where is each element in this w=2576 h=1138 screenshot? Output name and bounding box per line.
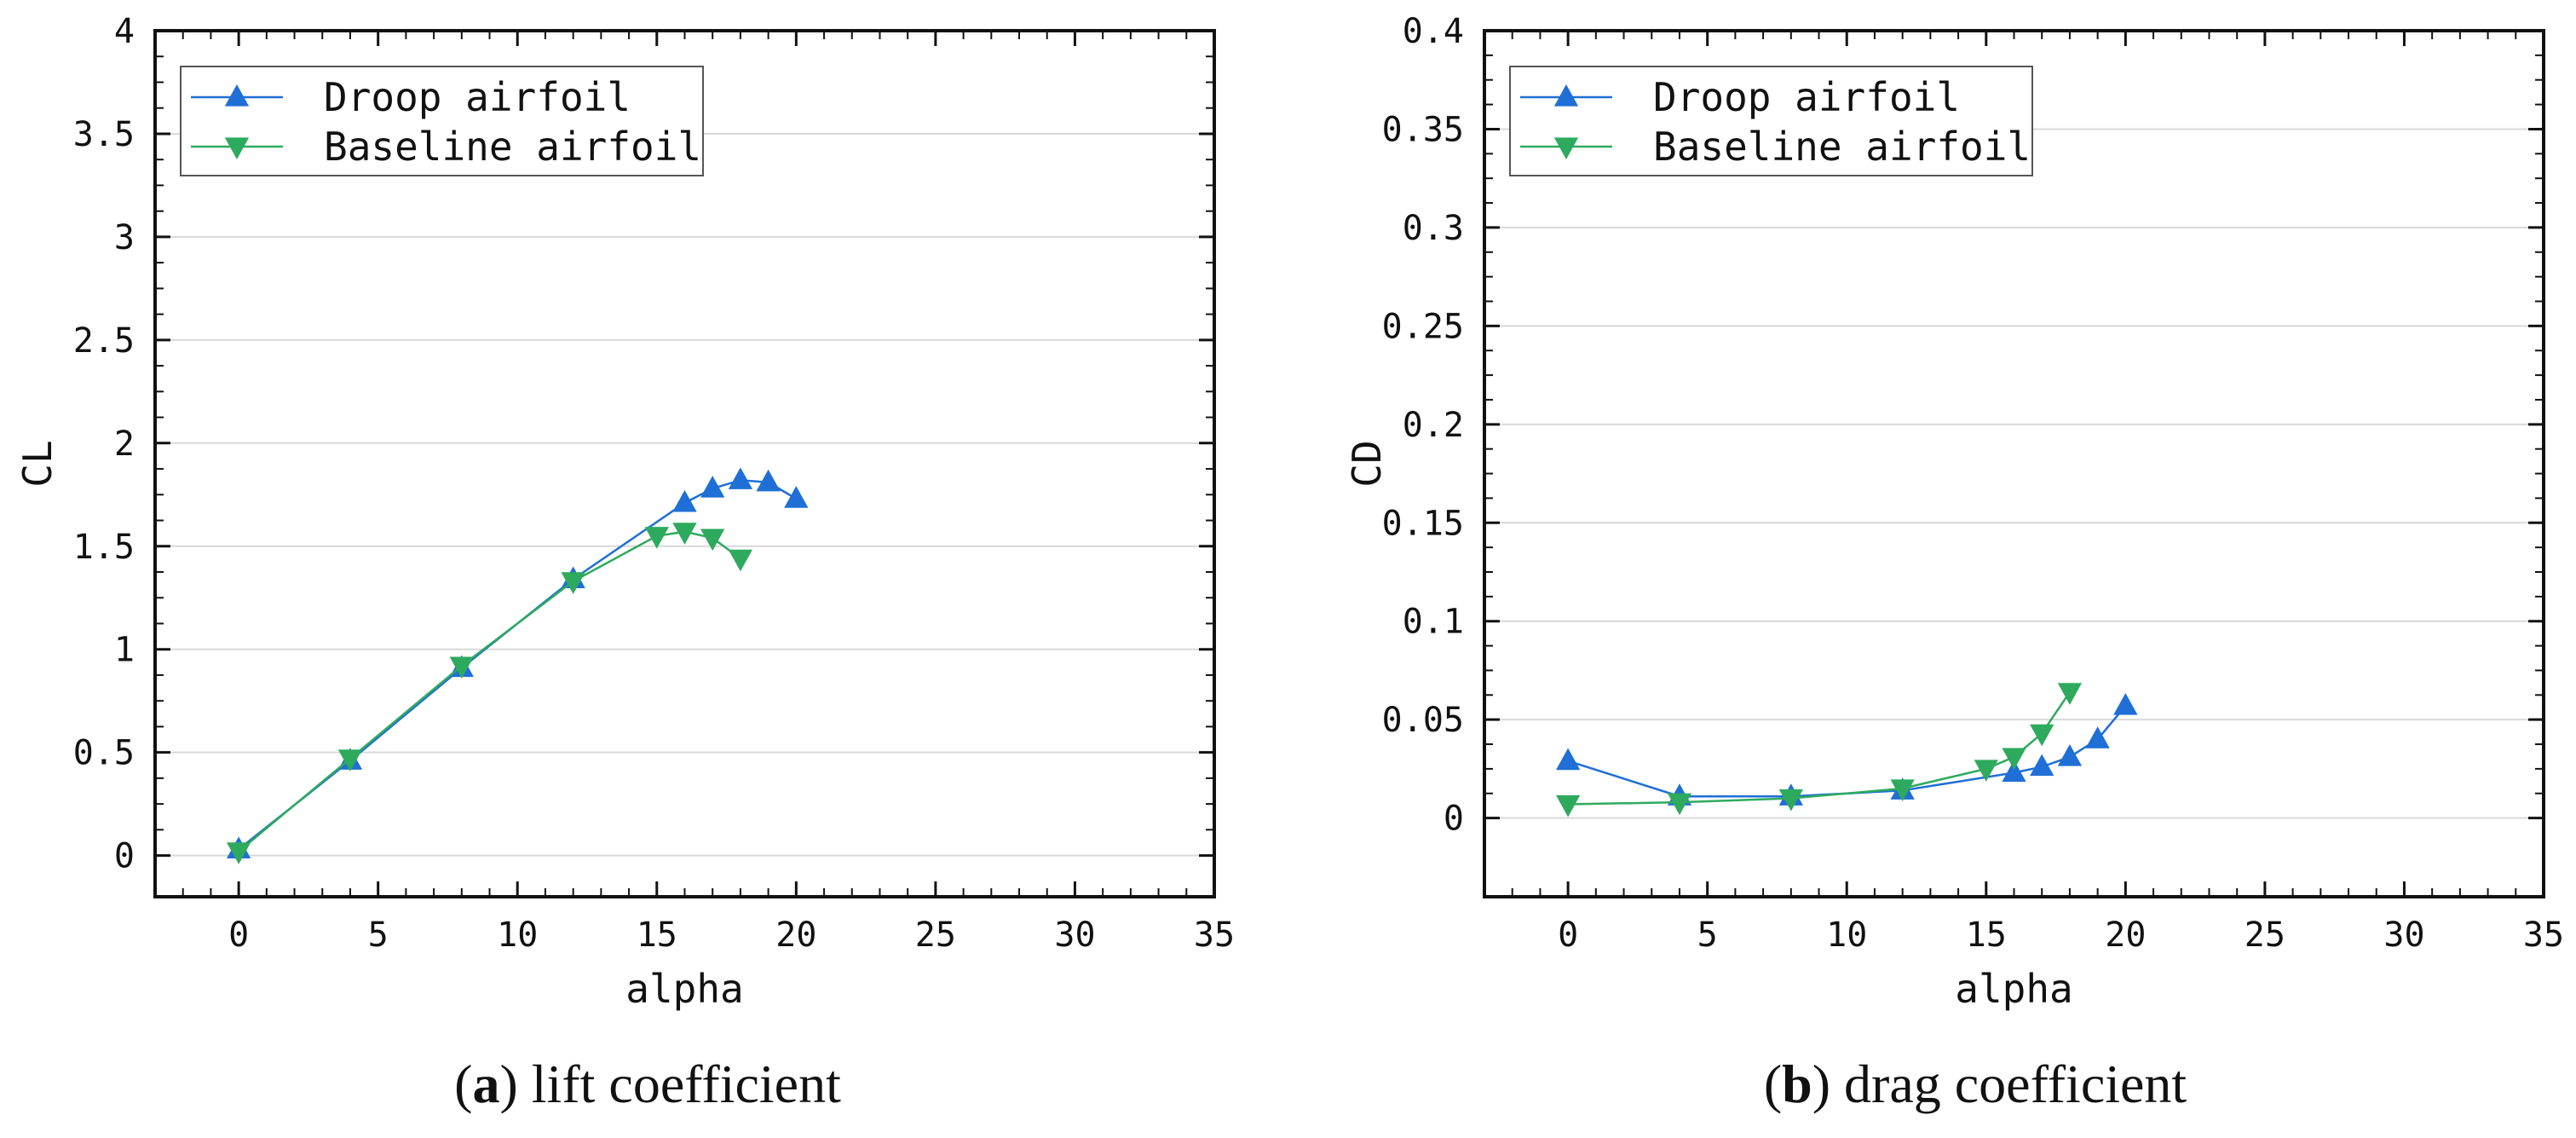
- legend-marker: [224, 137, 250, 160]
- data-point: [2085, 726, 2110, 748]
- y-tick-label: 1: [114, 631, 135, 670]
- x-tick-label: 25: [2245, 916, 2285, 955]
- series-droop: [226, 467, 809, 858]
- x-tick-label: 5: [368, 916, 389, 955]
- y-axis-title: CL: [14, 440, 61, 487]
- series-line: [238, 530, 741, 852]
- data-point: [2030, 724, 2054, 747]
- y-tick-label: 0.2: [1403, 406, 1464, 445]
- x-tick-label: 35: [1194, 916, 1235, 955]
- legend-label: Baseline airfoil: [324, 124, 701, 170]
- x-tick-label: 20: [775, 916, 816, 955]
- y-tick-label: 0.15: [1382, 504, 1464, 543]
- y-tick-label: 0.25: [1382, 307, 1464, 346]
- series-line: [1568, 691, 2071, 806]
- y-axis-title: CD: [1344, 440, 1390, 487]
- data-point: [2030, 754, 2054, 777]
- series-droop: [1555, 692, 2138, 806]
- legend-marker: [224, 84, 250, 107]
- series-baseline: [226, 523, 753, 864]
- y-tick-label: 0.05: [1382, 701, 1464, 740]
- x-tick-label: 25: [915, 916, 956, 955]
- chart-panel-a: 0 0.5 1 1.5 2 2.5 3 3.5 4 0 5 10 15 20 25 30 35 alpha CL Dr…: [14, 12, 1235, 1114]
- data-point: [449, 656, 474, 679]
- y-tick-label: 0.4: [1403, 12, 1464, 51]
- data-point: [2057, 744, 2083, 766]
- data-point: [644, 527, 669, 549]
- y-tick-label: 3.5: [73, 115, 135, 154]
- data-point: [672, 489, 697, 512]
- legend-box: [180, 66, 704, 176]
- y-tick-label: 0.35: [1382, 110, 1464, 149]
- y-tick-label: 0.1: [1403, 603, 1464, 642]
- data-point: [2113, 692, 2138, 715]
- data-point: [728, 549, 753, 572]
- caption-text: drag coefficient: [1844, 1054, 2187, 1114]
- x-tick-label: 35: [2523, 916, 2564, 955]
- legend-marker: [1553, 84, 1579, 107]
- caption-paren: (: [454, 1054, 472, 1114]
- data-point: [1890, 779, 1915, 802]
- data-point: [2002, 760, 2026, 783]
- x-tick-label: 10: [1826, 916, 1867, 955]
- y-tick-label: 2.5: [73, 321, 135, 361]
- x-tick-label: 0: [1558, 916, 1578, 955]
- x-tick-label: 20: [2105, 916, 2146, 955]
- y-tick-label: 0.5: [73, 734, 135, 773]
- data-point: [1667, 793, 1692, 816]
- data-point: [700, 475, 725, 498]
- y-tick-label: 1.5: [73, 528, 135, 567]
- x-axis-title: alpha: [1955, 966, 2072, 1012]
- y-tick-label: 0.3: [1403, 209, 1464, 248]
- legend-box: [1509, 66, 2033, 176]
- y-tick-label: 2: [114, 425, 135, 464]
- y-tick-label: 3: [114, 218, 135, 257]
- data-point: [226, 842, 251, 864]
- legend-marker: [1553, 137, 1579, 160]
- y-tick-label: 4: [114, 12, 135, 51]
- data-point: [700, 529, 725, 552]
- figure-caption: (a) lift coefficient: [454, 1054, 841, 1114]
- data-point: [1974, 760, 1998, 782]
- data-point: [756, 469, 781, 492]
- y-tick-label: 0: [1444, 800, 1464, 839]
- data-point: [2057, 683, 2083, 705]
- data-point: [728, 467, 753, 489]
- data-point: [1555, 794, 1581, 817]
- legend-label: Droop airfoil: [324, 74, 631, 120]
- caption-letter: b: [1782, 1054, 1812, 1114]
- y-tick-label: 0: [114, 837, 135, 876]
- series-baseline: [1555, 683, 2083, 817]
- caption-paren: ): [1812, 1054, 1844, 1114]
- data-point: [784, 486, 809, 508]
- caption-paren: ): [499, 1054, 531, 1114]
- x-tick-label: 30: [2383, 916, 2424, 955]
- x-tick-label: 15: [1966, 916, 2007, 955]
- data-point: [337, 749, 363, 771]
- figure-caption: (b) drag coefficient: [1764, 1054, 2187, 1114]
- x-tick-label: 5: [1697, 916, 1718, 955]
- x-tick-label: 10: [497, 916, 538, 955]
- chart-panel-b: 0 0.05 0.1 0.15 0.2 0.25 0.3 0.35 0.4 0 5 10 15 20 25 3…: [1344, 12, 2564, 1114]
- data-point: [1555, 748, 1581, 771]
- caption-letter: a: [472, 1054, 499, 1114]
- x-tick-label: 15: [637, 916, 677, 955]
- data-point: [1778, 789, 1803, 812]
- caption-text: lift coefficient: [532, 1054, 841, 1114]
- legend-label: Droop airfoil: [1653, 74, 1960, 120]
- legend-label: Baseline airfoil: [1653, 124, 2031, 170]
- x-axis-title: alpha: [625, 966, 743, 1012]
- x-tick-label: 30: [1054, 916, 1095, 955]
- caption-paren: (: [1764, 1054, 1782, 1114]
- data-point: [561, 572, 585, 594]
- data-point: [2002, 748, 2026, 771]
- data-point: [672, 523, 697, 545]
- x-tick-label: 0: [228, 916, 249, 955]
